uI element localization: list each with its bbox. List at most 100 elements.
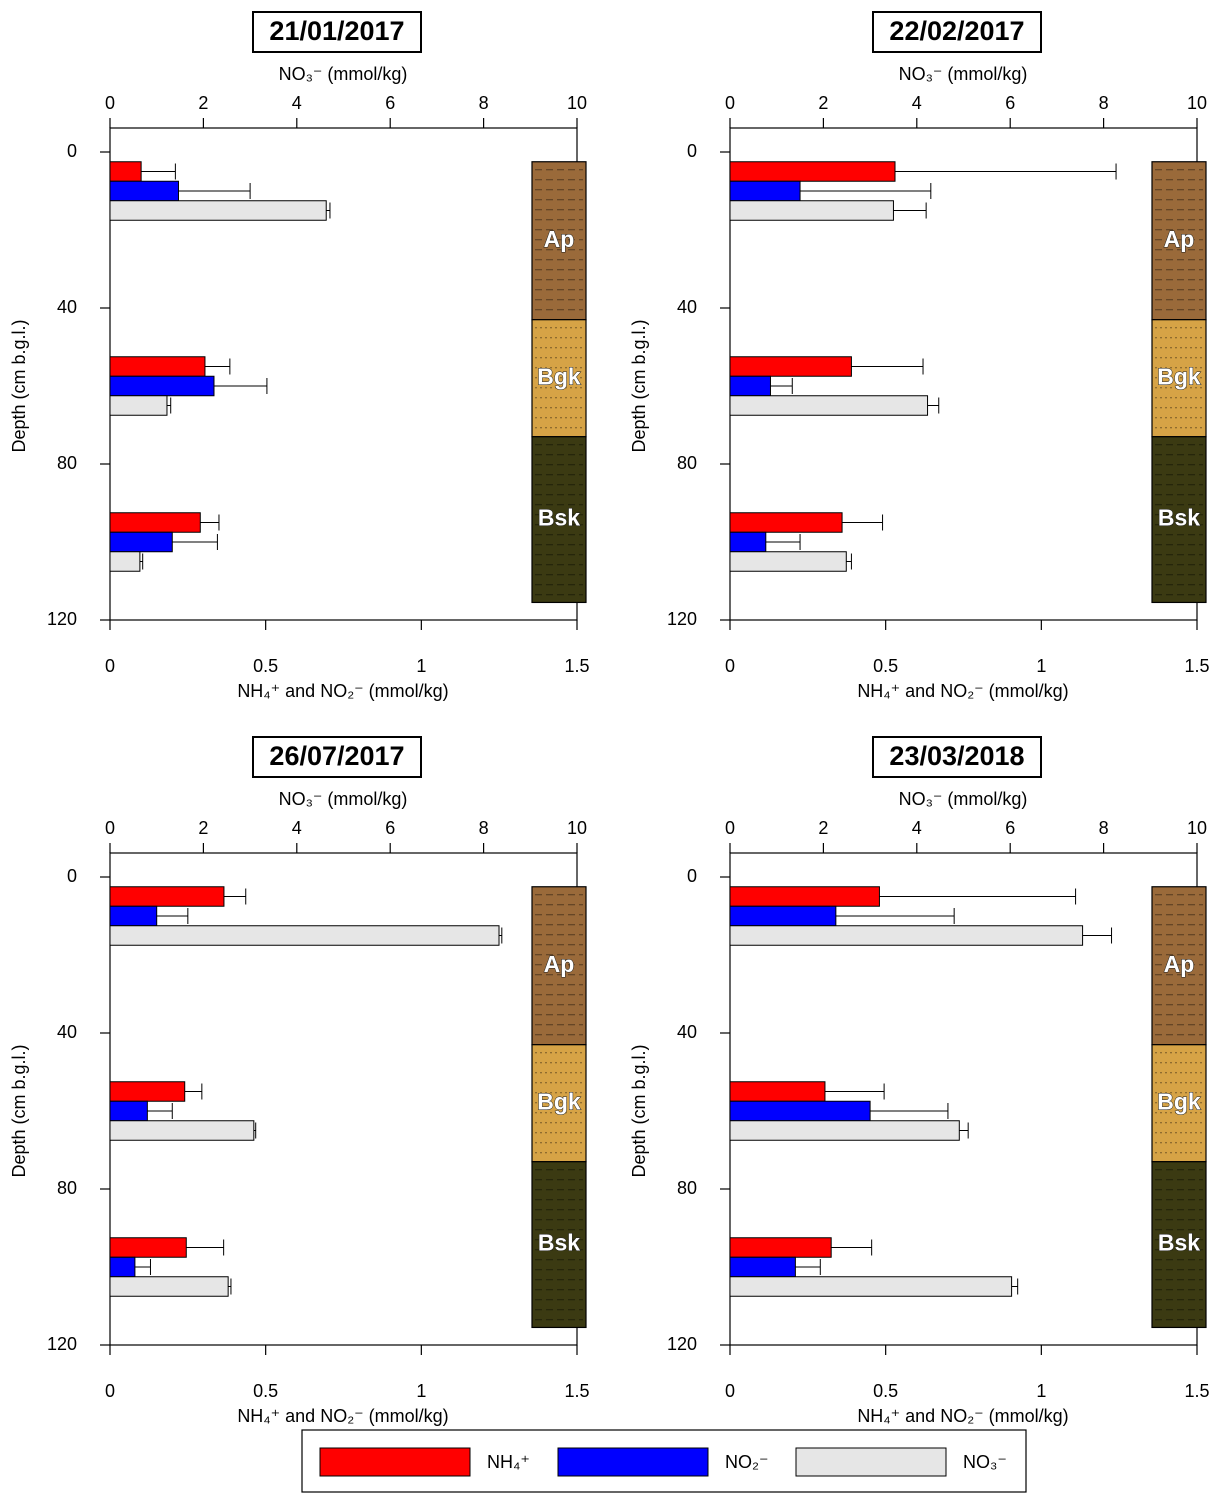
x-tick-label: 1: [416, 656, 426, 676]
legend-swatch: [557, 1447, 709, 1477]
legend-label: NO₂⁻: [725, 1452, 769, 1472]
horizon-label: Ap: [1164, 226, 1195, 252]
bar: [109, 200, 327, 221]
bar: [109, 1256, 136, 1278]
bar: [729, 905, 837, 927]
y-tick-label: 120: [667, 1334, 697, 1354]
bar: [729, 1237, 832, 1258]
x2-tick-label: 4: [292, 818, 302, 838]
x2-tick-label: 2: [198, 93, 208, 113]
bar: [729, 531, 767, 553]
bar: [729, 161, 896, 182]
panel: 22/02/2017 NO₃⁻ (mmol/kg) NH₄⁺ and NO₂⁻ (m…: [629, 11, 1210, 701]
x-tick-label: 0: [105, 656, 115, 676]
x2-tick-label: 0: [105, 93, 115, 113]
bar: [729, 925, 1084, 946]
horizon: [531, 319, 587, 438]
x-tick-label: 1: [1036, 656, 1046, 676]
legend-swatch: [319, 1447, 471, 1477]
y-tick-label: 40: [57, 1022, 77, 1042]
x2-tick-label: 10: [567, 93, 587, 113]
legend-swatch: [795, 1447, 947, 1477]
bar: [109, 161, 142, 182]
x-tick-label: 0: [105, 1381, 115, 1401]
horizon-label: Bgk: [1157, 1088, 1201, 1114]
horizon: [531, 161, 587, 321]
x-axis-label: NH₄⁺ and NO₂⁻ (mmol/kg): [237, 681, 448, 701]
x2-tick-label: 0: [105, 818, 115, 838]
horizon: [531, 1044, 587, 1163]
x2-tick-label: 2: [818, 818, 828, 838]
bar: [109, 905, 158, 927]
x-tick-label: 0: [725, 656, 735, 676]
x2-tick-label: 10: [1187, 818, 1207, 838]
y-tick-label: 40: [677, 297, 697, 317]
x2-tick-label: 8: [479, 93, 489, 113]
legend: NH₄⁺ NO₂⁻ NO₃⁻: [301, 1429, 1027, 1493]
x2-tick-label: 4: [912, 93, 922, 113]
bar: [729, 395, 929, 416]
y-tick-label: 40: [677, 1022, 697, 1042]
horizon: [531, 1161, 587, 1329]
y-tick-label: 80: [677, 1178, 697, 1198]
bar: [109, 531, 173, 553]
bar: [109, 512, 201, 533]
title-box: [252, 11, 422, 53]
x2-axis-label: NO₃⁻ (mmol/kg): [899, 789, 1028, 809]
legend-label: NH₄⁺: [487, 1452, 530, 1472]
x2-tick-label: 4: [912, 818, 922, 838]
bar: [109, 1081, 186, 1102]
panel: 21/01/2017 NO₃⁻ (mmol/kg) NH₄⁺ and NO₂⁻ (m…: [9, 11, 590, 701]
bar: [729, 180, 801, 202]
y-tick-label: 120: [47, 1334, 77, 1354]
chart-title: 21/01/2017: [269, 16, 404, 46]
bar: [729, 375, 771, 397]
panel: 23/03/2018 NO₃⁻ (mmol/kg) NH₄⁺ and NO₂⁻ (m…: [629, 736, 1210, 1426]
y-tick-label: 0: [67, 141, 77, 161]
x-tick-label: 0.5: [253, 1381, 278, 1401]
x2-tick-label: 6: [1005, 93, 1015, 113]
x2-tick-label: 8: [1099, 93, 1109, 113]
x2-tick-label: 6: [385, 818, 395, 838]
bar: [109, 1100, 148, 1122]
x2-tick-label: 0: [725, 818, 735, 838]
horizon-label: Bgk: [1157, 363, 1201, 389]
bar: [109, 925, 500, 946]
x2-axis-label: NO₃⁻ (mmol/kg): [899, 64, 1028, 84]
bar: [109, 886, 225, 907]
bar: [729, 1276, 1013, 1297]
bar: [729, 1081, 826, 1102]
horizon-label: Bsk: [538, 505, 580, 531]
x-tick-label: 1: [416, 1381, 426, 1401]
panel: 26/07/2017 NO₃⁻ (mmol/kg) NH₄⁺ and NO₂⁻ (m…: [9, 736, 590, 1426]
bar: [729, 551, 847, 572]
y-tick-label: 80: [57, 1178, 77, 1198]
y-tick-label: 0: [687, 866, 697, 886]
horizon-label: Bgk: [537, 1088, 581, 1114]
y-tick-label: 0: [687, 141, 697, 161]
bar: [729, 1100, 871, 1122]
x-tick-label: 0: [725, 1381, 735, 1401]
title-box: [872, 736, 1042, 778]
x-tick-label: 0.5: [253, 656, 278, 676]
horizon: [1151, 436, 1207, 604]
chart-title: 26/07/2017: [269, 741, 404, 771]
x-tick-label: 1.5: [1184, 656, 1209, 676]
x-axis-label: NH₄⁺ and NO₂⁻ (mmol/kg): [857, 1406, 1068, 1426]
bar: [109, 1237, 187, 1258]
title-box: [872, 11, 1042, 53]
horizon-label: Bgk: [537, 363, 581, 389]
bar: [729, 200, 894, 221]
bar: [109, 356, 206, 377]
horizon-label: Ap: [1164, 951, 1195, 977]
x2-tick-label: 10: [567, 818, 587, 838]
horizon-label: Bsk: [1158, 1230, 1200, 1256]
x2-tick-label: 4: [292, 93, 302, 113]
x2-tick-label: 8: [479, 818, 489, 838]
x2-axis-label: NO₃⁻ (mmol/kg): [279, 789, 408, 809]
x2-tick-label: 10: [1187, 93, 1207, 113]
horizon-label: Ap: [544, 226, 575, 252]
bar: [109, 395, 168, 416]
y-axis-label: Depth (cm b.g.l.): [629, 319, 649, 452]
